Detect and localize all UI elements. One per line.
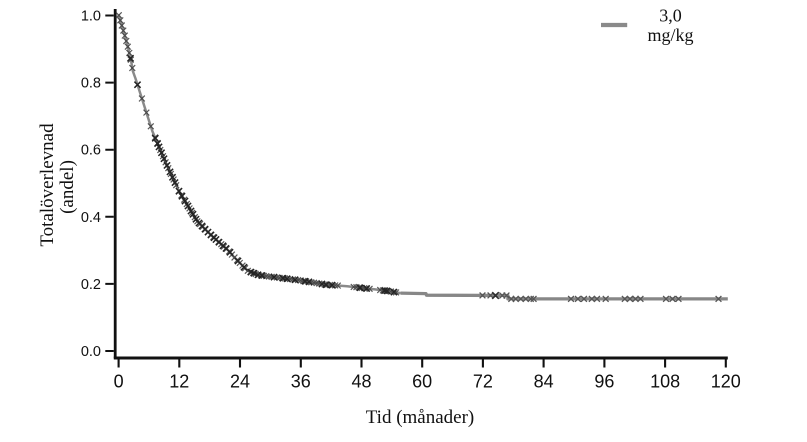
svg-text:36: 36 <box>291 372 311 392</box>
svg-text:108: 108 <box>650 372 680 392</box>
svg-text:Tid (månader): Tid (månader) <box>366 407 475 428</box>
svg-text:0.6: 0.6 <box>81 143 101 159</box>
svg-text:mg/kg: mg/kg <box>647 25 693 45</box>
svg-text:12: 12 <box>169 372 189 392</box>
svg-text:1.0: 1.0 <box>81 9 101 25</box>
svg-text:96: 96 <box>594 372 614 392</box>
svg-text:0.8: 0.8 <box>81 76 101 92</box>
svg-text:120: 120 <box>711 372 741 392</box>
svg-text:0.4: 0.4 <box>81 210 101 226</box>
svg-text:48: 48 <box>351 372 371 392</box>
svg-text:0.2: 0.2 <box>81 277 101 293</box>
svg-text:60: 60 <box>412 372 432 392</box>
svg-text:Totalöverlevnad: Totalöverlevnad <box>37 123 58 247</box>
svg-text:(andel): (andel) <box>57 160 78 214</box>
svg-text:0: 0 <box>114 372 124 392</box>
svg-text:24: 24 <box>230 372 250 392</box>
svg-text:72: 72 <box>473 372 493 392</box>
svg-text:3,0: 3,0 <box>659 6 682 26</box>
svg-text:84: 84 <box>534 372 554 392</box>
svg-text:0.0: 0.0 <box>81 344 101 360</box>
